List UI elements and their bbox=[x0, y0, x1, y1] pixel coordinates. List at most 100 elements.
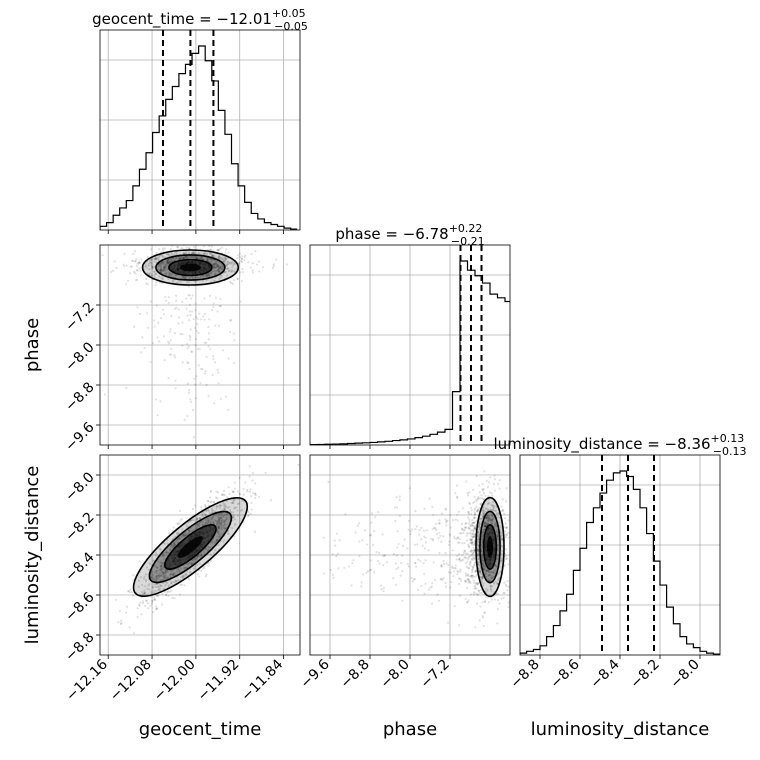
scatter-point bbox=[242, 487, 245, 490]
scatter-point bbox=[254, 494, 257, 497]
scatter-point bbox=[150, 264, 153, 267]
scatter-point bbox=[385, 561, 388, 564]
scatter-point bbox=[167, 258, 170, 262]
x-tick-label: −8.8 bbox=[337, 657, 372, 692]
scatter-point bbox=[175, 251, 178, 254]
scatter-point bbox=[217, 530, 220, 533]
scatter-point bbox=[239, 509, 243, 512]
scatter-point bbox=[184, 276, 188, 279]
scatter-point bbox=[477, 582, 480, 585]
scatter-point bbox=[143, 575, 146, 578]
scatter-point bbox=[203, 297, 206, 300]
scatter-point bbox=[464, 572, 467, 575]
scatter-point bbox=[220, 524, 223, 527]
scatter-point bbox=[224, 257, 227, 261]
scatter-point bbox=[187, 247, 190, 250]
scatter-point bbox=[215, 519, 218, 523]
scatter-point bbox=[335, 555, 338, 558]
scatter-point bbox=[189, 313, 192, 317]
scatter-point bbox=[192, 528, 195, 532]
scatter-point bbox=[162, 578, 165, 581]
scatter-point bbox=[186, 347, 189, 350]
scatter-point bbox=[502, 596, 505, 600]
scatter-point bbox=[161, 562, 164, 565]
scatter-point bbox=[198, 312, 201, 315]
scatter-point bbox=[191, 275, 194, 279]
scatter-point bbox=[466, 578, 470, 581]
scatter-point bbox=[186, 256, 189, 259]
scatter-point bbox=[440, 564, 443, 568]
scatter-point bbox=[490, 521, 493, 524]
scatter-point bbox=[438, 522, 441, 525]
scatter-point bbox=[208, 245, 211, 248]
scatter-point bbox=[394, 519, 397, 523]
scatter-point bbox=[188, 571, 191, 574]
scatter-point bbox=[210, 508, 214, 512]
scatter-point bbox=[451, 549, 454, 552]
grid-lines bbox=[100, 30, 300, 230]
scatter-point bbox=[473, 525, 476, 528]
scatter-point bbox=[224, 395, 228, 398]
scatter-point bbox=[471, 521, 474, 525]
scatter-point bbox=[473, 575, 476, 578]
scatter-point bbox=[165, 551, 168, 554]
scatter-point bbox=[464, 556, 467, 559]
scatter-point bbox=[431, 527, 435, 530]
scatter-point bbox=[158, 587, 161, 590]
scatter-point bbox=[234, 522, 237, 526]
scatter-point bbox=[238, 252, 241, 255]
scatter-point bbox=[444, 585, 448, 588]
scatter-point bbox=[332, 576, 335, 579]
scatter-point bbox=[215, 522, 219, 526]
scatter-point bbox=[479, 572, 483, 575]
grid-lines bbox=[100, 455, 300, 655]
scatter-point bbox=[212, 262, 215, 266]
scatter-point bbox=[223, 523, 226, 527]
scatter-point bbox=[333, 539, 336, 542]
scatter-point bbox=[507, 585, 510, 588]
scatter-point bbox=[168, 273, 171, 277]
scatter-point bbox=[185, 250, 188, 254]
scatter-point bbox=[468, 518, 471, 521]
scatter-point bbox=[150, 599, 154, 603]
scatter-point bbox=[178, 257, 181, 261]
scatter-point bbox=[471, 535, 474, 539]
scatter-point bbox=[132, 573, 135, 577]
scatter-point bbox=[192, 567, 195, 570]
scatter-point bbox=[431, 582, 434, 585]
scatter-point bbox=[472, 529, 475, 532]
scatter-point bbox=[199, 276, 202, 279]
scatter-point bbox=[153, 583, 156, 586]
scatter-point bbox=[228, 330, 232, 334]
scatter-point bbox=[178, 537, 181, 540]
scatter-point bbox=[412, 578, 416, 581]
scatter-point bbox=[216, 249, 219, 252]
scatter-point bbox=[167, 585, 170, 588]
scatter-point bbox=[167, 261, 170, 265]
scatter-point bbox=[155, 574, 158, 578]
scatter-point bbox=[189, 336, 192, 339]
scatter-point bbox=[220, 527, 223, 530]
scatter-point bbox=[478, 523, 481, 526]
scatter-point bbox=[194, 557, 197, 560]
x-tick-label: −8.4 bbox=[587, 656, 622, 691]
scatter-point bbox=[512, 497, 514, 499]
scatter-point bbox=[182, 534, 185, 538]
scatter-point bbox=[159, 574, 162, 577]
scatter-point bbox=[229, 510, 232, 513]
scatter-point bbox=[218, 518, 221, 522]
scatter-point bbox=[362, 573, 365, 576]
scatter-point bbox=[483, 510, 486, 513]
x-tick-label: −8.0 bbox=[667, 657, 702, 692]
scatter-point bbox=[155, 304, 158, 307]
scatter-point bbox=[154, 272, 157, 276]
scatter-point bbox=[479, 588, 482, 592]
scatter-point bbox=[474, 507, 477, 510]
scatter-point bbox=[441, 578, 444, 581]
scatter-point bbox=[184, 573, 187, 576]
scatter-point bbox=[476, 533, 480, 536]
scatter-point bbox=[217, 520, 221, 523]
panel-frame bbox=[99, 29, 301, 231]
scatter-point bbox=[169, 582, 173, 585]
histogram-geocent_time bbox=[100, 45, 298, 230]
